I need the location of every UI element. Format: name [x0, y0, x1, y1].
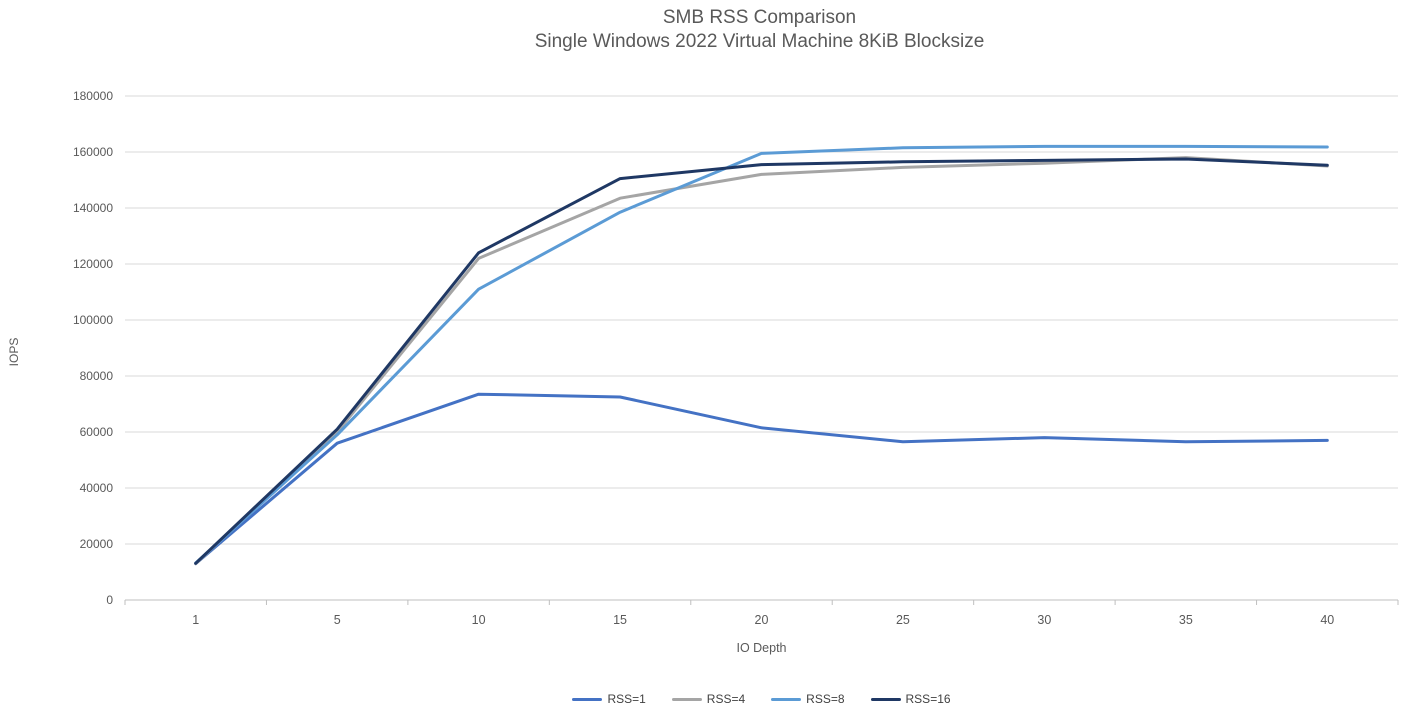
series-line-RSS=8 [194, 144, 1329, 565]
legend-label: RSS=4 [706, 692, 746, 706]
x-tick-label: 30 [1037, 613, 1051, 627]
series-line-RSS=1 [194, 392, 1329, 566]
x-tick-label: 10 [472, 613, 486, 627]
y-tick-label: 60000 [80, 425, 114, 439]
legend-item-RSS=8: RSS=8 [771, 692, 845, 706]
x-tick-label: 35 [1179, 613, 1193, 627]
chart-title: SMB RSS Comparison [662, 7, 857, 28]
legend-label: RSS=1 [607, 692, 646, 706]
y-tick-label: 80000 [80, 369, 114, 383]
chart-legend: RSS=1 RSS=4 RSS=8 RSS=16 [125, 692, 1398, 706]
x-tick-label: 5 [334, 613, 341, 627]
y-tick-label: 120000 [73, 257, 113, 271]
y-axis-title: IOPS [7, 337, 21, 367]
legend-swatch-icon [572, 697, 603, 701]
x-tick-label: 25 [896, 613, 910, 627]
x-tick-label: 15 [613, 613, 627, 627]
x-tick-label: 1 [192, 613, 199, 627]
chart-subtitle: Single Windows 2022 Virtual Machine 8KiB… [534, 31, 985, 52]
y-tick-label: 180000 [73, 89, 113, 103]
y-tick-label: 160000 [73, 145, 113, 159]
legend-item-RSS=4: RSS=4 [671, 692, 746, 706]
series-line-RSS=4 [194, 156, 1329, 566]
legend-swatch-icon [870, 697, 901, 701]
y-tick-label: 100000 [73, 313, 113, 327]
x-tick-label: 20 [755, 613, 769, 627]
y-tick-label: 0 [106, 593, 113, 607]
legend-swatch-icon [771, 697, 802, 701]
legend-label: RSS=16 [905, 692, 951, 706]
legend-swatch-icon [671, 697, 702, 701]
x-tick-label: 40 [1320, 613, 1334, 627]
x-axis-title: IO Depth [736, 641, 787, 655]
legend-item-RSS=16: RSS=16 [870, 692, 951, 706]
legend-item-RSS=1: RSS=1 [572, 692, 646, 706]
y-tick-label: 20000 [80, 537, 114, 551]
chart-title-block: SMB RSS Comparison Single Windows 2022 V… [120, 6, 1399, 54]
y-tick-label: 40000 [80, 481, 114, 495]
y-tick-label: 140000 [73, 201, 113, 215]
series-line-RSS=16 [194, 157, 1329, 565]
legend-label: RSS=8 [806, 692, 845, 706]
